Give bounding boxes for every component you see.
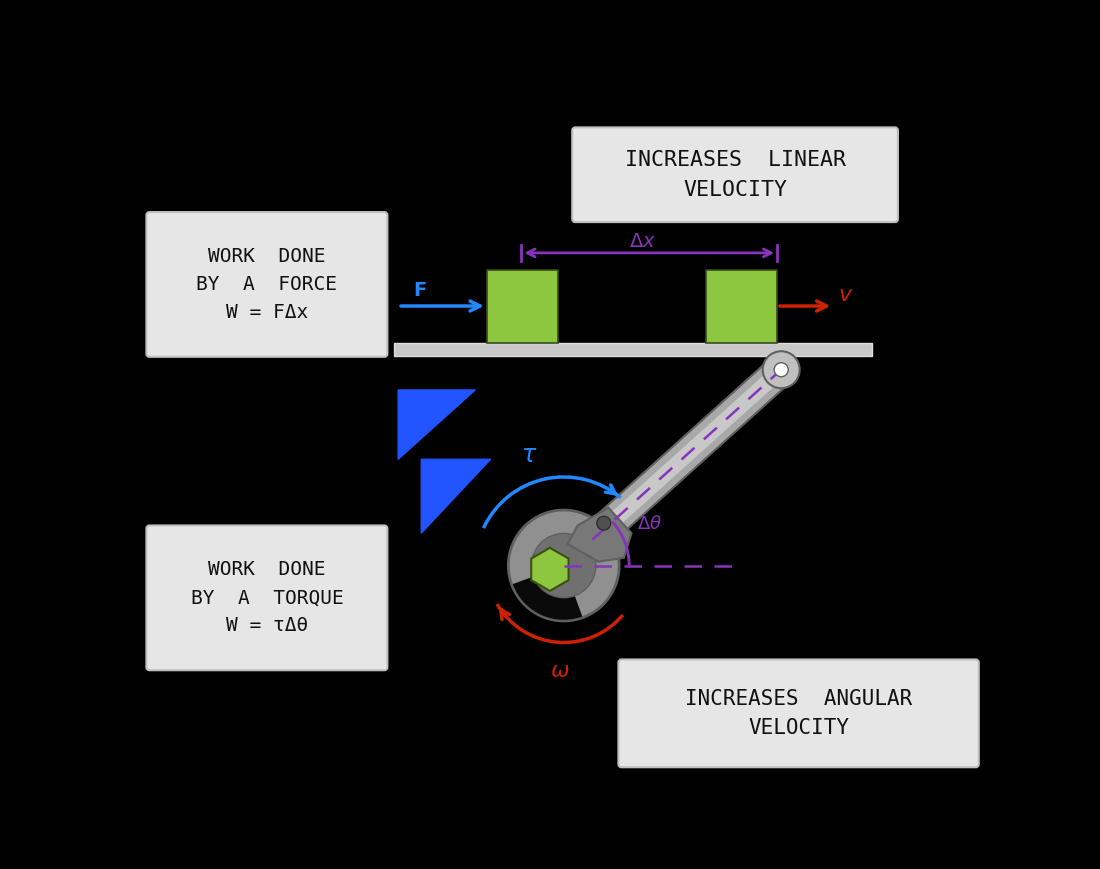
Polygon shape [398, 390, 475, 459]
Text: F: F [414, 281, 427, 300]
FancyBboxPatch shape [706, 270, 777, 343]
FancyBboxPatch shape [487, 270, 558, 343]
Polygon shape [593, 367, 783, 541]
FancyBboxPatch shape [618, 660, 979, 767]
Text: $\omega$: $\omega$ [550, 660, 570, 682]
Text: $\Delta\theta$: $\Delta\theta$ [637, 515, 662, 534]
Text: WORK  DONE
BY  A  TORQUE
W = τΔθ: WORK DONE BY A TORQUE W = τΔθ [190, 561, 343, 635]
Text: $\it{v}$: $\it{v}$ [838, 284, 854, 307]
FancyBboxPatch shape [146, 526, 387, 670]
Text: $\tau$: $\tau$ [521, 443, 538, 467]
Circle shape [531, 534, 596, 598]
Text: $\Delta x$: $\Delta x$ [629, 232, 657, 251]
Wedge shape [513, 566, 582, 620]
Text: INCREASES  LINEAR
VELOCITY: INCREASES LINEAR VELOCITY [625, 150, 846, 200]
Text: INCREASES  ANGULAR
VELOCITY: INCREASES ANGULAR VELOCITY [685, 688, 912, 738]
Polygon shape [568, 507, 631, 561]
Circle shape [774, 362, 789, 377]
Polygon shape [531, 547, 569, 591]
Polygon shape [582, 358, 792, 551]
Circle shape [508, 510, 619, 621]
FancyBboxPatch shape [146, 212, 387, 357]
Polygon shape [421, 459, 491, 534]
Text: WORK  DONE
BY  A  FORCE
W = FΔx: WORK DONE BY A FORCE W = FΔx [197, 247, 338, 322]
Circle shape [597, 516, 611, 530]
Circle shape [762, 351, 800, 388]
FancyBboxPatch shape [572, 128, 898, 222]
FancyBboxPatch shape [395, 343, 872, 356]
